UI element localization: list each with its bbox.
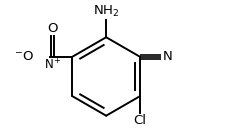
Text: O: O [47, 22, 58, 35]
Text: N$^{+}$: N$^{+}$ [44, 58, 61, 73]
Text: NH$_2$: NH$_2$ [93, 4, 119, 19]
Text: N: N [162, 50, 171, 63]
Text: $^{-}$O: $^{-}$O [14, 50, 34, 63]
Text: Cl: Cl [133, 114, 146, 127]
